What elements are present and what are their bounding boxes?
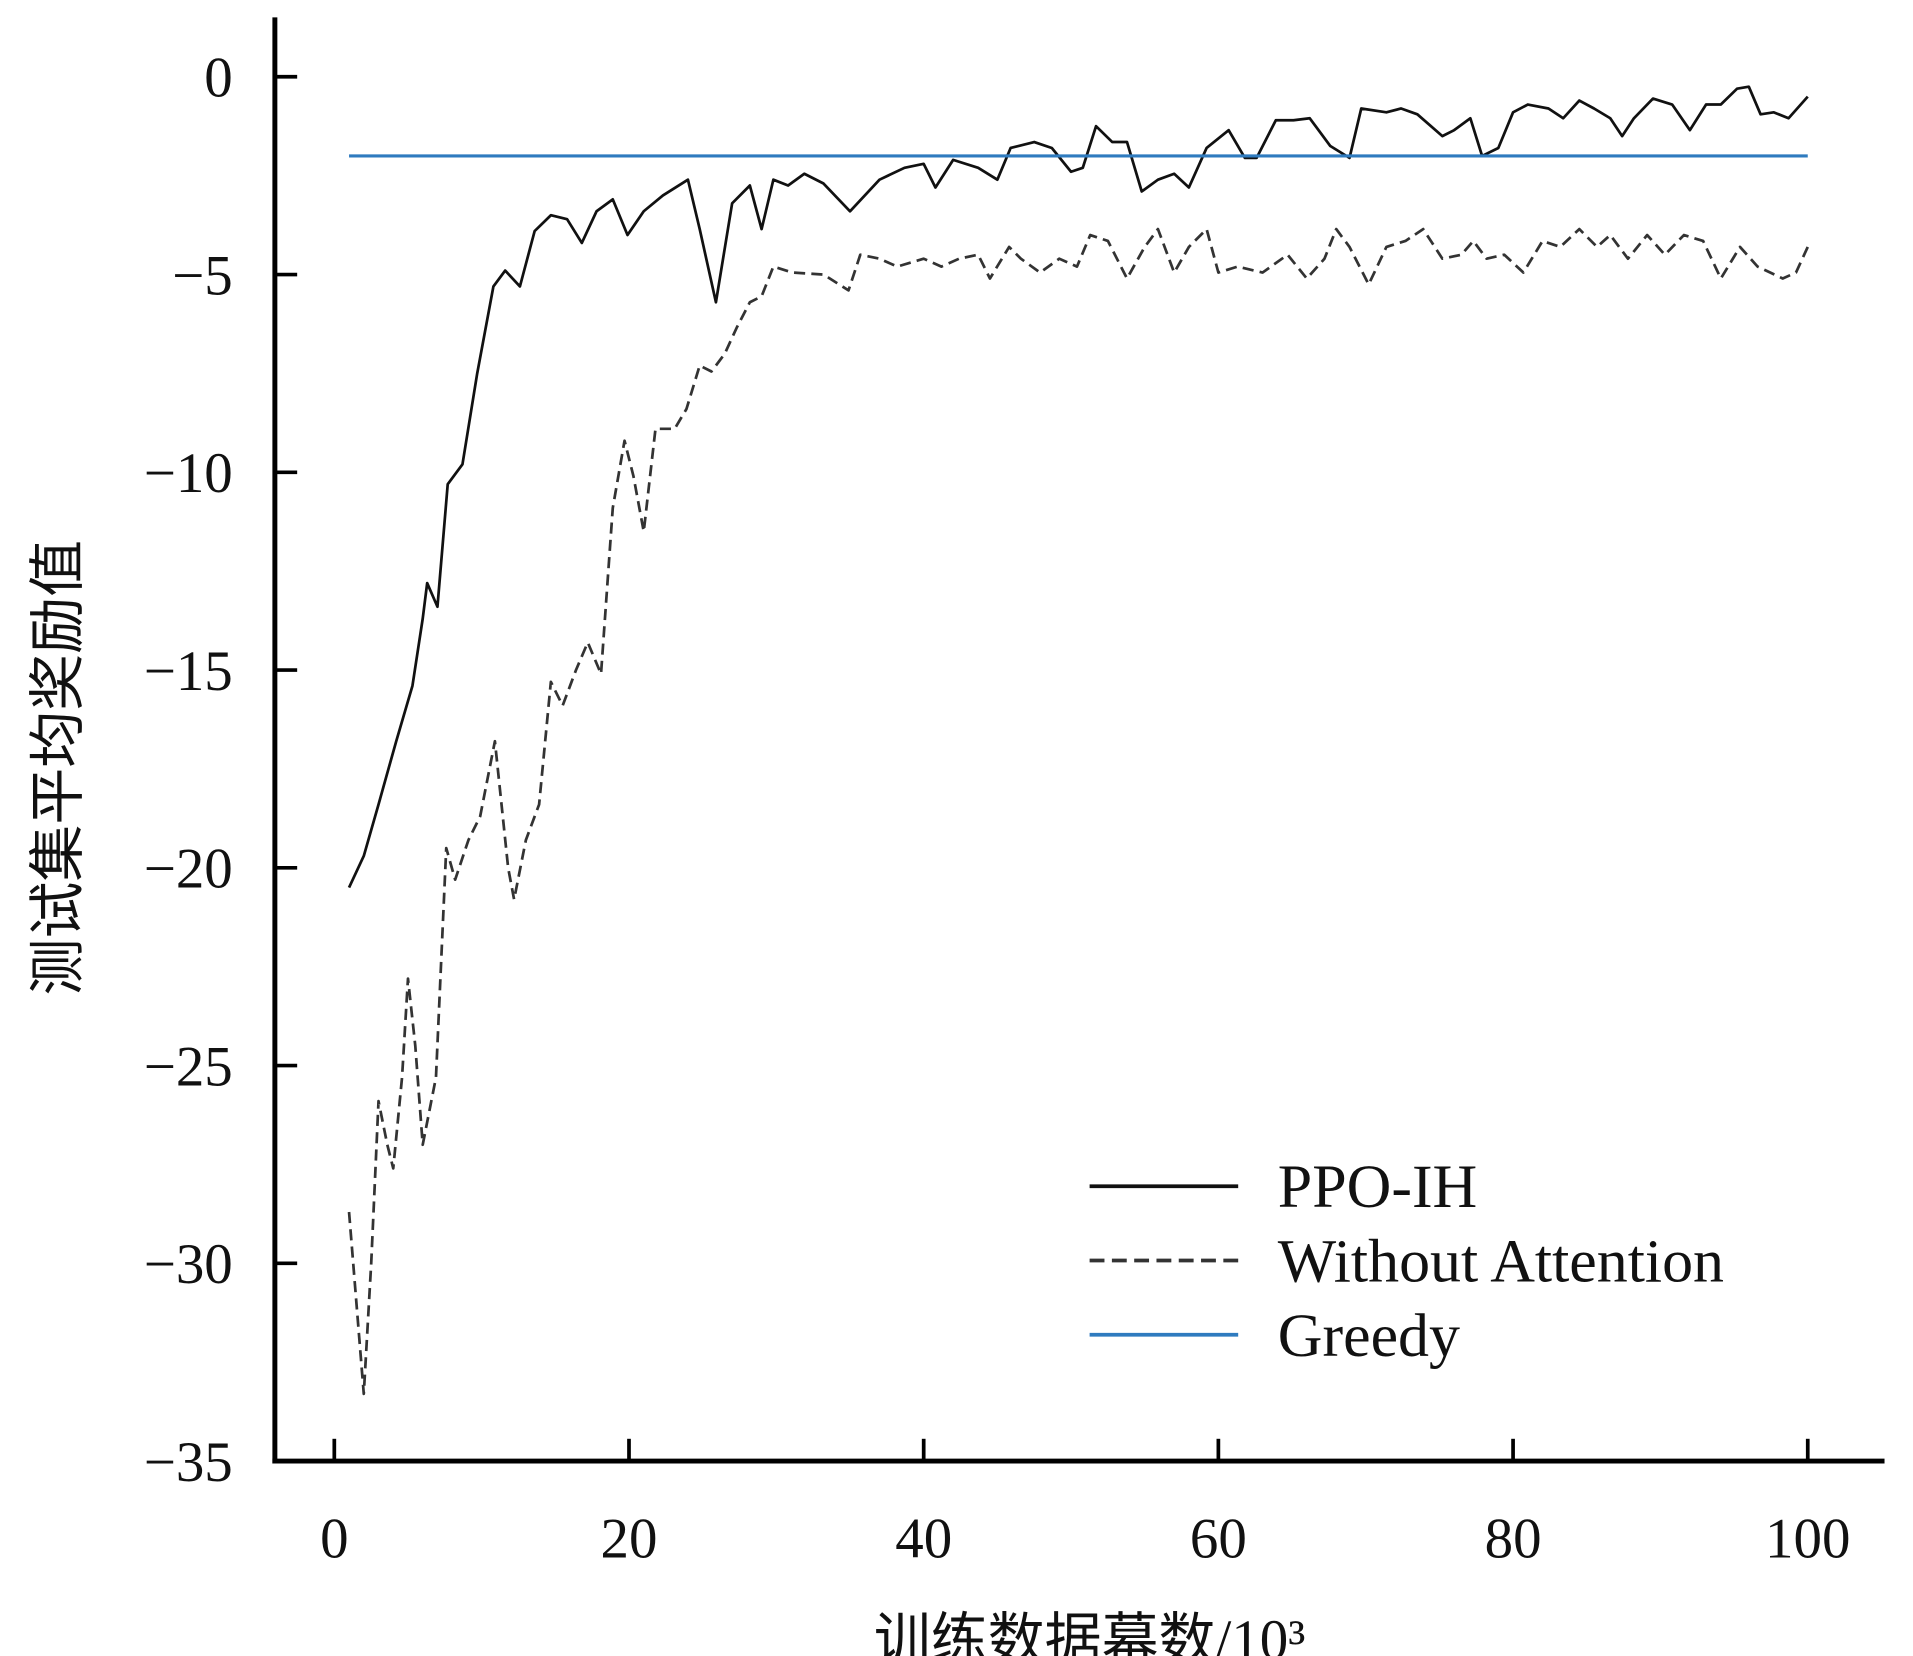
- legend-label-without-attention: Without Attention: [1278, 1228, 1724, 1296]
- x-tick-label: 40: [895, 1508, 952, 1571]
- y-axis-label: 测试集平均奖励值: [27, 540, 90, 996]
- x-tick-label: 0: [320, 1508, 348, 1571]
- axes: [272, 17, 1885, 1464]
- x-tick-label: 20: [601, 1508, 658, 1571]
- series-line-ppo-ih: [347, 85, 1809, 889]
- y-tick-label: −25: [144, 1035, 233, 1098]
- x-tick-label: 100: [1765, 1508, 1850, 1571]
- x-tick-label: 60: [1190, 1508, 1247, 1571]
- x-axis-label: 训练数据幕数/10³: [874, 1609, 1305, 1656]
- y-tick-label: −35: [144, 1431, 233, 1494]
- y-tick-label: −20: [144, 838, 233, 901]
- y-tick-label: −10: [144, 442, 233, 505]
- x-tick-label: 80: [1485, 1508, 1542, 1571]
- y-tick-label: −15: [144, 640, 233, 703]
- legend-label-greedy: Greedy: [1278, 1302, 1460, 1370]
- y-tick-label: 0: [204, 47, 232, 110]
- y-tick-label: −5: [172, 244, 233, 307]
- legend-label-ppo-ih: PPO-IH: [1278, 1153, 1477, 1221]
- y-tick-label: −30: [144, 1233, 233, 1296]
- series-line-without-attention: [347, 227, 1809, 1396]
